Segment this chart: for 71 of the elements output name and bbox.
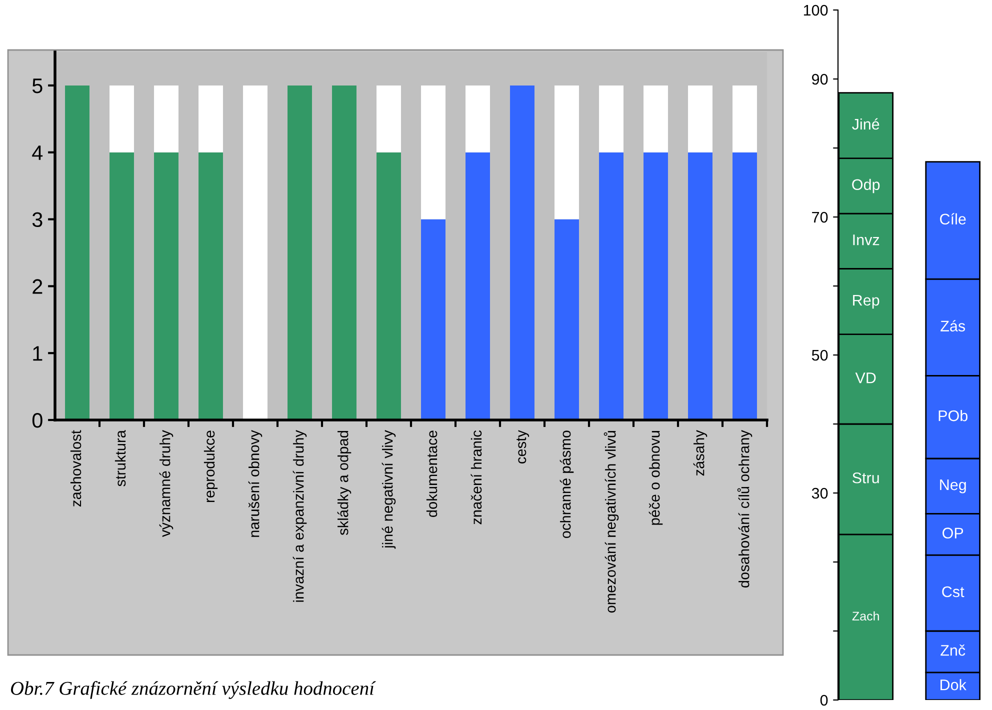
x-tick-label: reprodukce <box>204 430 218 502</box>
x-tick-label: jiné negativní vlivy <box>382 430 396 549</box>
x-tick-label: omezování negativních vlivů <box>604 430 619 613</box>
bar <box>510 85 534 420</box>
x-tick-label: zásahy <box>693 430 708 476</box>
bar <box>644 85 668 152</box>
y-tick-label: 2 <box>32 279 42 294</box>
x-tick-label: cesty <box>516 430 530 464</box>
bar <box>110 85 134 152</box>
bar <box>466 85 490 152</box>
bar <box>732 85 757 152</box>
series-label: Zach <box>852 611 879 621</box>
bar <box>198 152 223 420</box>
x-tick-label: skládky a odpad <box>337 430 352 536</box>
x-tick-label: zachovalost <box>70 430 82 506</box>
series-label: POb <box>938 410 968 422</box>
bar <box>376 85 401 152</box>
bar <box>376 152 401 420</box>
bar <box>466 152 490 420</box>
bar <box>554 219 579 420</box>
y-tick-label: 5 <box>32 78 42 94</box>
series-label: Dok <box>940 679 966 690</box>
x-tick-label: dokumentace <box>426 430 438 517</box>
series-label: Zás <box>940 320 966 332</box>
series-label: Odp <box>852 178 880 194</box>
bar <box>688 152 712 420</box>
bar <box>332 85 356 420</box>
y-tick-label: 1 <box>33 346 42 361</box>
text: Obr.7 Grafické znázornění výsledku hodnocení <box>10 681 376 699</box>
bar <box>599 85 624 152</box>
series-label: Znč <box>940 644 966 656</box>
series-label: Jiné <box>852 118 880 130</box>
x-tick-label: struktura <box>114 430 126 486</box>
y-tick-label: 70 <box>812 212 828 223</box>
series-label: Cst <box>942 586 964 598</box>
bar <box>732 152 757 420</box>
bar <box>688 85 712 152</box>
series-label: Neg <box>940 480 966 494</box>
bar <box>154 152 178 420</box>
series-label: VD <box>855 372 876 384</box>
x-tick-label: invazní a expanzivní druhy <box>292 430 307 602</box>
y-tick-label: 100 <box>804 4 828 16</box>
series-label: Cíle <box>940 213 966 225</box>
bar <box>65 85 90 420</box>
series-label: OP <box>942 528 964 538</box>
y-tick-label: 90 <box>812 74 828 85</box>
bar <box>421 219 446 420</box>
x-tick-label: významné druhy <box>159 430 174 537</box>
y-tick-label: 3 <box>32 212 42 228</box>
x-tick-label: dosahování cílů ochrany <box>737 430 752 588</box>
bar <box>288 85 312 420</box>
series-label: Invz <box>853 234 880 246</box>
y-tick-label: 50 <box>812 350 828 361</box>
bar <box>154 85 178 152</box>
x-tick-label: narušení obnovy <box>248 430 262 537</box>
y-tick-label: 30 <box>812 488 828 499</box>
bar <box>421 85 446 220</box>
series-label: Rep <box>853 294 880 309</box>
series-label: Stru <box>852 472 879 484</box>
x-tick-label: značení hranic <box>470 430 482 524</box>
bar <box>644 152 668 420</box>
y-tick-label: 0 <box>32 413 42 428</box>
x-tick-label: péče o obnovu <box>648 430 663 525</box>
y-tick-label: 0 <box>820 694 828 706</box>
bar <box>110 152 134 420</box>
bar <box>243 85 268 420</box>
y-tick-label: 4 <box>32 146 43 160</box>
bar <box>198 85 223 152</box>
bar <box>554 85 579 220</box>
x-tick-label: ochranné pásmo <box>560 430 574 538</box>
bar <box>599 152 624 420</box>
